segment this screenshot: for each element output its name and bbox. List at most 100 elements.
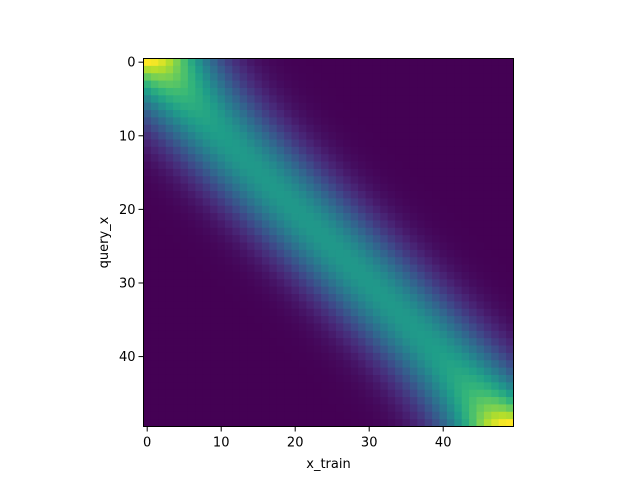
- heatmap-cell: [247, 367, 255, 376]
- heatmap-cell: [409, 419, 418, 427]
- heatmap-cell: [335, 249, 344, 258]
- heatmap-cell: [210, 235, 218, 243]
- heatmap-cell: [224, 117, 233, 126]
- heatmap-cell: [210, 294, 218, 302]
- heatmap-cell: [276, 404, 285, 413]
- heatmap-cell: [254, 367, 263, 376]
- heatmap-cell: [298, 352, 307, 361]
- heatmap-cell: [328, 257, 337, 265]
- heatmap-cell: [276, 102, 285, 111]
- heatmap-cell: [284, 235, 292, 243]
- y-tick-label: 10: [119, 129, 136, 144]
- heatmap-cell: [409, 102, 418, 111]
- heatmap-cell: [350, 117, 359, 126]
- heatmap-cell: [247, 154, 255, 162]
- heatmap-cell: [461, 168, 470, 177]
- heatmap-cell: [454, 242, 463, 251]
- heatmap-cell: [380, 374, 389, 383]
- heatmap-cell: [335, 389, 344, 398]
- heatmap-cell: [224, 213, 233, 221]
- heatmap-cell: [483, 242, 492, 251]
- heatmap-cell: [454, 286, 463, 295]
- heatmap-cell: [210, 73, 218, 81]
- heatmap-cell: [469, 404, 477, 413]
- heatmap-cell: [158, 65, 167, 74]
- heatmap-cell: [180, 227, 189, 236]
- heatmap-cell: [461, 213, 470, 221]
- heatmap-cell: [387, 80, 396, 89]
- heatmap-cell: [298, 382, 307, 391]
- heatmap-cell: [454, 154, 463, 162]
- heatmap-cell: [483, 220, 492, 229]
- heatmap-cell: [498, 249, 507, 258]
- heatmap-cell: [424, 308, 433, 317]
- heatmap-cell: [173, 102, 181, 111]
- heatmap-cell: [180, 419, 189, 427]
- heatmap-cell: [491, 213, 500, 221]
- heatmap-cell: [150, 168, 159, 177]
- heatmap-cell: [328, 132, 337, 140]
- heatmap-cell: [446, 227, 455, 236]
- heatmap-cell: [321, 367, 329, 376]
- heatmap-cell: [202, 183, 211, 192]
- heatmap-cell: [158, 404, 167, 413]
- heatmap-cell: [350, 242, 359, 251]
- heatmap-cell: [454, 308, 463, 317]
- heatmap-cell: [469, 374, 477, 383]
- heatmap-cell: [402, 294, 411, 302]
- heatmap-cell: [380, 249, 389, 258]
- heatmap-cell: [469, 286, 477, 295]
- heatmap-cell: [195, 220, 204, 229]
- heatmap-cell: [284, 117, 292, 126]
- heatmap-cell: [306, 397, 315, 405]
- heatmap-cell: [461, 205, 470, 214]
- heatmap-cell: [298, 301, 307, 310]
- heatmap-cell: [454, 73, 463, 81]
- heatmap-cell: [291, 257, 300, 265]
- heatmap-cell: [261, 345, 270, 354]
- heatmap-cell: [261, 80, 270, 89]
- heatmap-cell: [491, 168, 500, 177]
- heatmap-cell: [387, 73, 396, 81]
- heatmap-cell: [239, 286, 248, 295]
- heatmap-cell: [365, 279, 374, 288]
- heatmap-cell: [350, 279, 359, 288]
- heatmap-cell: [202, 338, 211, 346]
- heatmap-cell: [187, 242, 196, 251]
- heatmap-cell: [439, 271, 448, 280]
- heatmap-cell: [446, 110, 455, 118]
- heatmap-cell: [306, 352, 315, 361]
- heatmap-cell: [506, 286, 514, 295]
- heatmap-cell: [173, 110, 181, 118]
- heatmap-cell: [476, 382, 485, 391]
- heatmap-cell: [291, 190, 300, 199]
- heatmap-cell: [254, 257, 263, 265]
- heatmap-cell: [506, 397, 514, 405]
- heatmap-cell: [335, 80, 344, 89]
- heatmap-cell: [187, 316, 196, 324]
- heatmap-cell: [210, 279, 218, 288]
- heatmap-cell: [224, 345, 233, 354]
- heatmap-cell: [195, 301, 204, 310]
- heatmap-cell: [380, 294, 389, 302]
- heatmap-cell: [150, 345, 159, 354]
- heatmap-cell: [365, 124, 374, 133]
- heatmap-cell: [446, 80, 455, 89]
- heatmap-cell: [446, 161, 455, 170]
- heatmap-cell: [372, 308, 381, 317]
- heatmap-cell: [350, 190, 359, 199]
- heatmap-cell: [335, 419, 344, 427]
- heatmap-cell: [291, 73, 300, 81]
- heatmap-cell: [483, 411, 492, 420]
- heatmap-cell: [424, 389, 433, 398]
- heatmap-cell: [454, 382, 463, 391]
- heatmap-cell: [232, 146, 241, 155]
- heatmap-cell: [284, 124, 292, 133]
- heatmap-cell: [365, 87, 374, 96]
- heatmap-cell: [358, 139, 366, 148]
- heatmap-cell: [483, 367, 492, 376]
- heatmap-cell: [469, 139, 477, 148]
- heatmap-cell: [498, 139, 507, 148]
- heatmap-cell: [158, 360, 167, 369]
- heatmap-cell: [439, 176, 448, 185]
